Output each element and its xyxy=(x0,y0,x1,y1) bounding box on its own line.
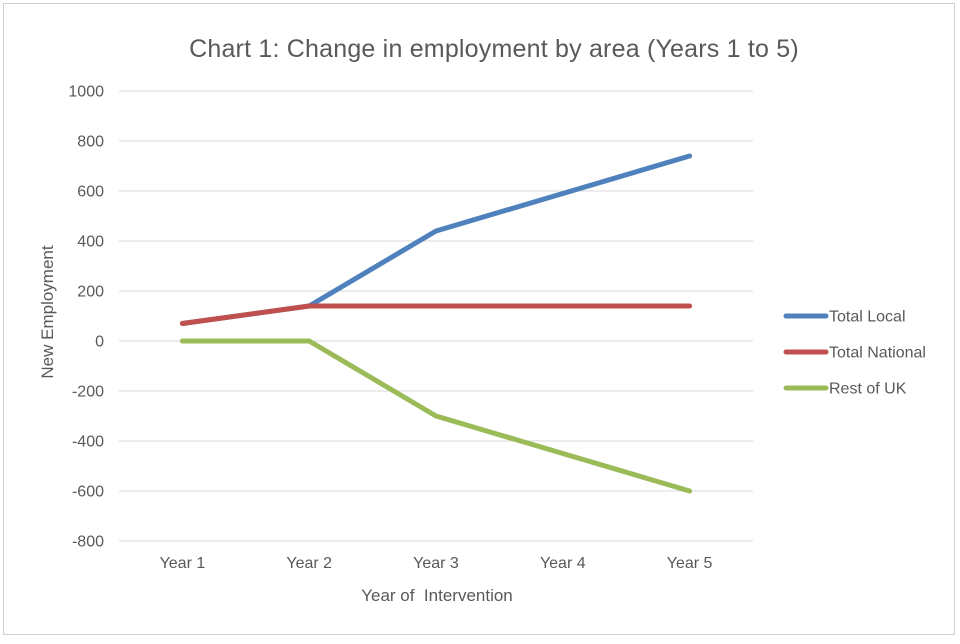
series-line-rest-of-uk xyxy=(179,338,693,494)
x-tick-label: Year 1 xyxy=(160,555,206,572)
y-tick-label: -400 xyxy=(72,434,104,451)
y-tick-label: -200 xyxy=(72,384,104,401)
x-tick-label: Year 4 xyxy=(540,555,586,572)
x-tick-label: Year 2 xyxy=(286,555,332,572)
chart-title: Chart 1: Change in employment by area (Y… xyxy=(189,35,799,63)
y-tick-label: 0 xyxy=(95,334,104,351)
legend-label-total-national: Total National xyxy=(829,345,926,362)
legend-label-rest-of-uk: Rest of UK xyxy=(829,381,907,398)
y-tick-label: 600 xyxy=(77,184,104,201)
y-tick-label: -800 xyxy=(72,534,104,551)
x-tick-label: Year 5 xyxy=(667,555,713,572)
series-line-total-national xyxy=(179,303,693,326)
series-line-total-local xyxy=(179,153,693,326)
x-tick-label: Year 3 xyxy=(413,555,459,572)
chart-frame: Chart 1: Change in employment by area (Y… xyxy=(3,3,955,635)
y-tick-label: -600 xyxy=(72,484,104,501)
x-axis-title: Year of Intervention xyxy=(361,586,513,605)
legend-label-total-local: Total Local xyxy=(829,309,906,326)
y-tick-label: 400 xyxy=(77,234,104,251)
y-tick-label: 1000 xyxy=(68,84,104,101)
y-tick-label: 200 xyxy=(77,284,104,301)
plot-area: 1000 800 600 400 200 0 -200 -400 -600 -800 Year 1 Y… xyxy=(68,84,926,573)
y-tick-label: 800 xyxy=(77,134,104,151)
